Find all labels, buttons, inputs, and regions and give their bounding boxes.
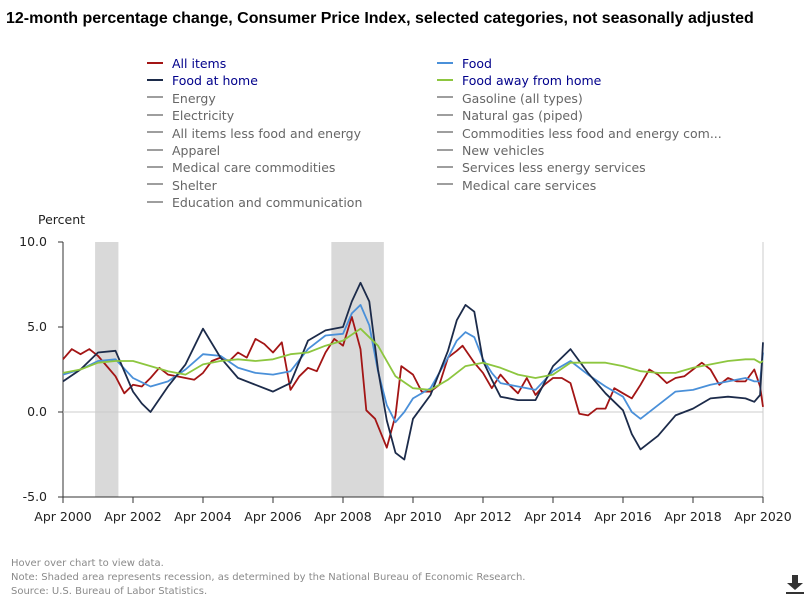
legend-swatch	[147, 165, 163, 168]
legend-label: Education and communication	[172, 195, 363, 211]
x-tick-label: Apr 2008	[314, 509, 371, 524]
legend-swatch	[437, 131, 453, 134]
legend-label: Commodities less food and energy com...	[462, 125, 722, 141]
legend-label: Energy	[172, 90, 216, 106]
legend-label: Shelter	[172, 177, 217, 193]
legend-swatch	[437, 148, 453, 151]
legend-item[interactable]: Medical care services	[437, 176, 596, 193]
legend-swatch	[437, 78, 453, 81]
legend-item[interactable]: All items	[147, 54, 226, 71]
y-axis-label: Percent	[38, 212, 85, 227]
legend-label: Services less energy services	[462, 160, 646, 176]
legend-item[interactable]: Apparel	[147, 141, 220, 158]
chart-legend: All items Food Food at home Food away from …	[0, 52, 810, 212]
x-tick-label: Apr 2010	[384, 509, 441, 524]
legend-label: Gasoline (all types)	[462, 90, 583, 106]
legend-swatch	[147, 148, 163, 151]
x-tick-label: Apr 2004	[174, 509, 231, 524]
recession-bands	[95, 242, 384, 497]
x-tick-label: Apr 2000	[34, 509, 91, 524]
legend-item[interactable]: Natural gas (piped)	[437, 106, 583, 123]
legend-item[interactable]: Commodities less food and energy com...	[437, 124, 722, 141]
legend-swatch	[147, 61, 163, 64]
series-line-food[interactable]	[62, 303, 764, 424]
recession-band	[331, 242, 384, 497]
legend-swatch	[147, 113, 163, 116]
series-lines	[62, 281, 764, 461]
x-tick-label: Apr 2006	[244, 509, 301, 524]
legend-swatch	[147, 78, 163, 81]
y-tick-label: 0.0	[27, 404, 47, 419]
legend-swatch	[147, 131, 163, 134]
recession-band	[95, 242, 119, 497]
legend-swatch	[147, 96, 163, 99]
x-tick-label: Apr 2020	[734, 509, 791, 524]
legend-item[interactable]: Gasoline (all types)	[437, 89, 583, 106]
legend-swatch	[437, 165, 453, 168]
legend-label: Food	[462, 56, 492, 71]
source-note: Source: U.S. Bureau of Labor Statistics.	[11, 586, 208, 597]
x-tick-label: Apr 2012	[454, 509, 511, 524]
legend-label: Electricity	[172, 108, 235, 124]
legend-item[interactable]: Education and communication	[147, 193, 362, 210]
legend-label: Food away from home	[462, 73, 602, 89]
x-tick-label: Apr 2002	[104, 509, 161, 524]
legend-item[interactable]: Electricity	[147, 106, 234, 123]
legend-swatch	[147, 200, 163, 203]
y-tick-label: 5.0	[27, 319, 47, 334]
chart-axes: 10.0 5.0 0.0 -5.0 Apr 2000 Apr 2002 Apr 2004 Ap…	[19, 234, 792, 524]
legend-swatch	[437, 96, 453, 99]
legend-label: New vehicles	[462, 143, 545, 158]
series-line-food-away-from-home[interactable]	[62, 327, 764, 391]
legend-item[interactable]: Medical care commodities	[147, 158, 335, 175]
legend-label: Apparel	[172, 143, 221, 158]
legend-item[interactable]: New vehicles	[437, 141, 544, 158]
x-tick-label: Apr 2018	[664, 509, 721, 524]
legend-swatch	[147, 183, 163, 186]
legend-item[interactable]: Food at home	[147, 71, 258, 88]
chart-title: 12-month percentage change, Consumer Pri…	[6, 10, 754, 27]
x-tick-label: Apr 2014	[524, 509, 581, 524]
legend-label: Medical care services	[462, 177, 597, 193]
legend-label: Medical care commodities	[172, 160, 336, 176]
series-line-food-at-home[interactable]	[62, 281, 764, 461]
legend-swatch	[437, 183, 453, 186]
legend-swatch	[437, 61, 453, 64]
legend-item[interactable]: All items less food and energy	[147, 124, 361, 141]
legend-label: Natural gas (piped)	[462, 108, 583, 124]
legend-item[interactable]: Services less energy services	[437, 158, 646, 175]
y-tick-label: 10.0	[19, 234, 47, 249]
legend-item[interactable]: Food	[437, 54, 492, 71]
x-tick-label: Apr 2016	[594, 509, 651, 524]
legend-item[interactable]: Shelter	[147, 176, 217, 193]
legend-label: All items	[172, 56, 227, 71]
legend-item[interactable]: Energy	[147, 89, 216, 106]
download-icon[interactable]	[784, 573, 806, 595]
line-chart[interactable]: 10.0 5.0 0.0 -5.0 Apr 2000 Apr 2002 Apr 2004 Ap…	[0, 0, 810, 530]
legend-label: All items less food and energy	[172, 125, 362, 141]
recession-note: Note: Shaded area represents recession, …	[11, 572, 526, 583]
hover-hint: Hover over chart to view data.	[11, 558, 164, 569]
y-tick-label: -5.0	[23, 489, 47, 504]
chart-notes: Hover over chart to view data. Note: Sha…	[11, 557, 525, 599]
legend-swatch	[437, 113, 453, 116]
legend-label: Food at home	[172, 73, 258, 89]
legend-item[interactable]: Food away from home	[437, 71, 601, 88]
